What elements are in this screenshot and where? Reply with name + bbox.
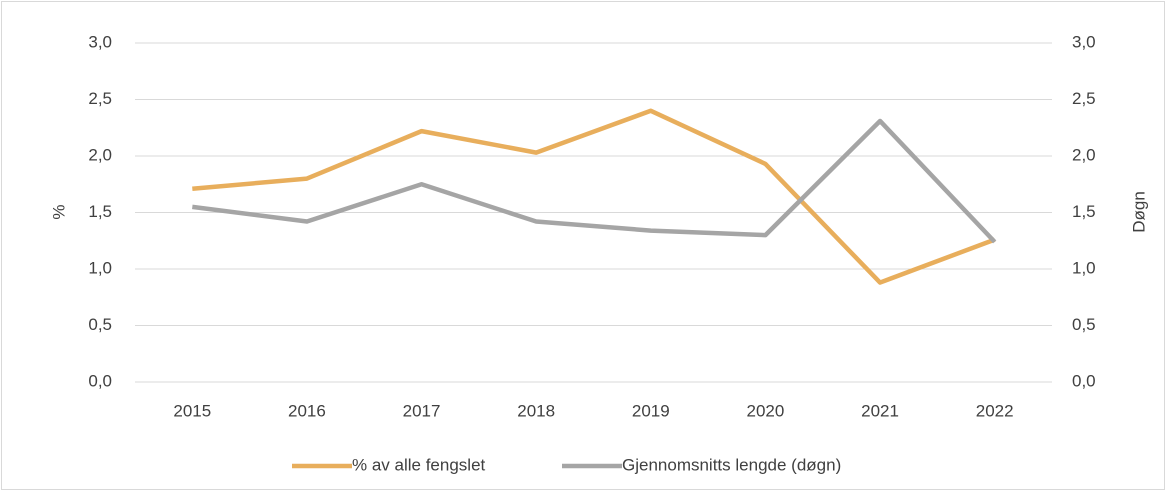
series-line xyxy=(192,118,997,244)
y-tick-label: 2,0 xyxy=(88,145,112,164)
y2-tick-label: 1,0 xyxy=(1072,258,1096,277)
y-tick-label: 2,5 xyxy=(88,89,112,108)
y2-axis-title: Døgn xyxy=(1129,191,1148,233)
y2-tick-label: 0,0 xyxy=(1072,371,1096,390)
y2-tick-label: 2,0 xyxy=(1072,145,1096,164)
series-line xyxy=(192,108,996,285)
y-tick-label: 3,0 xyxy=(88,32,112,51)
x-tick-label: 2015 xyxy=(173,401,211,420)
y-tick-label: 1,0 xyxy=(88,258,112,277)
x-tick-label: 2021 xyxy=(861,401,899,420)
y2-tick-label: 2,5 xyxy=(1072,89,1096,108)
x-tick-label: 2019 xyxy=(632,401,670,420)
y-axis-title: % xyxy=(49,204,68,219)
legend-label: % av alle fengslet xyxy=(352,455,486,474)
y-tick-label: 0,0 xyxy=(88,371,112,390)
x-tick-label: 2016 xyxy=(288,401,326,420)
x-tick-label: 2017 xyxy=(403,401,441,420)
y2-tick-label: 3,0 xyxy=(1072,32,1096,51)
y2-tick-label: 0,5 xyxy=(1072,315,1096,334)
y-tick-label: 1,5 xyxy=(88,202,112,221)
x-tick-label: 2018 xyxy=(517,401,555,420)
y-tick-label: 0,5 xyxy=(88,315,112,334)
x-tick-label: 2020 xyxy=(747,401,785,420)
y2-tick-label: 1,5 xyxy=(1072,202,1096,221)
x-tick-label: 2022 xyxy=(976,401,1014,420)
legend-label: Gjennomsnitts lengde (døgn) xyxy=(622,455,841,474)
